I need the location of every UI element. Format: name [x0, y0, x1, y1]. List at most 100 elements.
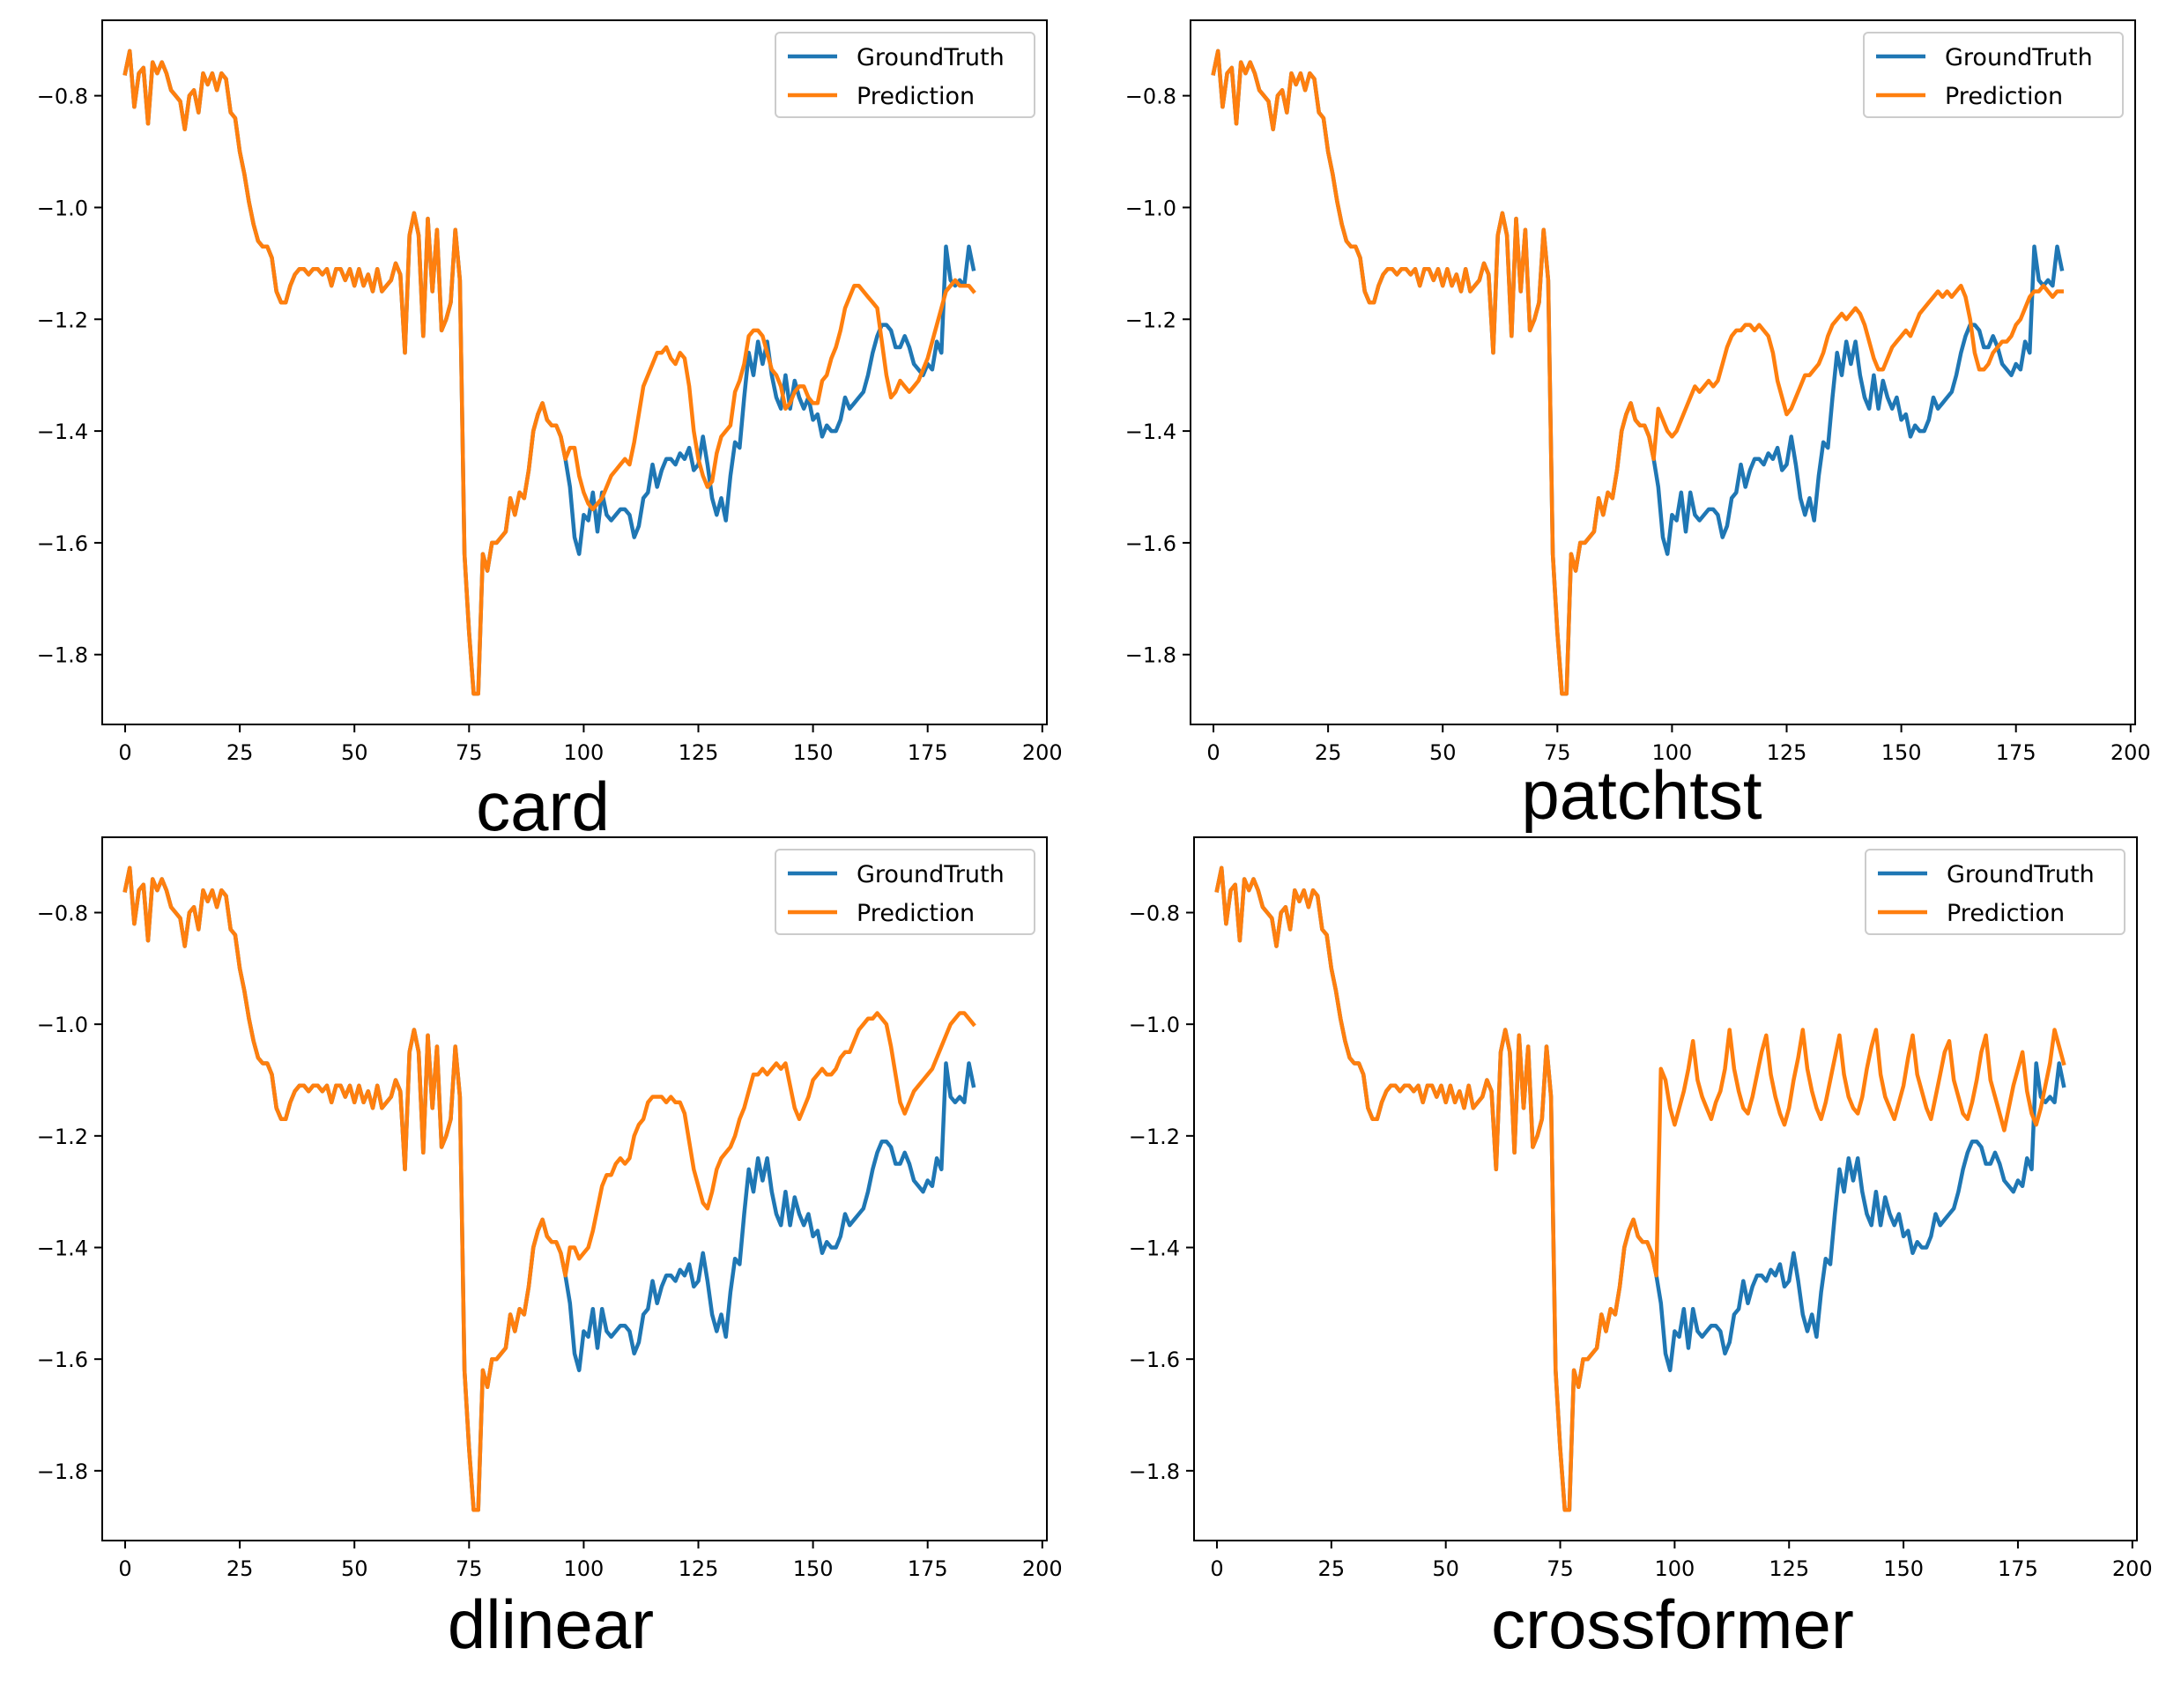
x-tick-label: 175	[1996, 740, 2036, 765]
x-tick-label: 125	[679, 1556, 719, 1581]
y-tick-label: −0.8	[1129, 902, 1180, 926]
y-tick-label: −0.8	[37, 902, 88, 926]
x-tick-label: 175	[908, 1556, 948, 1581]
y-tick-label: −1.6	[1129, 1348, 1180, 1372]
legend: GroundTruth Prediction	[1865, 849, 2125, 935]
subplot-card: 0 25 50 75 100 125 150 175 200 −0.8 −1.0 −1.2 −1.4 −1…	[37, 19, 1063, 845]
x-tick-label: 125	[1769, 1556, 1809, 1581]
y-tick-label: −1.8	[37, 1459, 88, 1484]
y-tick-label: −1.2	[1125, 308, 1176, 332]
x-tick-label: 25	[226, 740, 254, 765]
legend-entry-groundtruth-label: GroundTruth	[1945, 44, 2093, 71]
y-tick-label: −1.6	[37, 1348, 88, 1372]
x-tick-label: 150	[793, 1556, 834, 1581]
series-line-prediction	[122, 865, 976, 1512]
x-tick-label: 25	[1315, 740, 1342, 765]
series-line-prediction	[122, 48, 976, 696]
y-tick-label: −1.4	[1125, 420, 1176, 444]
x-tick-label: 175	[908, 740, 948, 765]
axes-frame	[1190, 19, 2136, 725]
x-tick-label: 125	[679, 740, 719, 765]
legend-box	[1863, 32, 2124, 118]
plot-area	[1191, 20, 2135, 724]
y-tick-label: −1.4	[1129, 1236, 1180, 1261]
x-tick-label: 150	[1883, 1556, 1924, 1581]
x-tick-label: 200	[1022, 1556, 1063, 1581]
x-tick-label: 75	[456, 1556, 483, 1581]
x-tick-label: 200	[2112, 1556, 2153, 1581]
y-tick-label: −0.8	[1125, 85, 1176, 109]
legend-entry-groundtruth-label: GroundTruth	[1947, 861, 2095, 888]
legend-entry-prediction-label: Prediction	[857, 83, 975, 110]
x-tick-label: 50	[341, 740, 368, 765]
y-tick-label: −1.8	[1125, 643, 1176, 668]
x-tick-label: 0	[1210, 1556, 1223, 1581]
x-tick-label: 50	[1432, 1556, 1459, 1581]
x-tick-label: 100	[564, 740, 605, 765]
y-tick-label: −1.0	[37, 196, 88, 220]
plot-area	[1194, 837, 2137, 1541]
x-tick-label: 25	[226, 1556, 254, 1581]
legend-entry-groundtruth-label: GroundTruth	[857, 861, 1005, 888]
y-tick-label: −1.8	[1129, 1459, 1180, 1484]
legend: GroundTruth Prediction	[775, 32, 1035, 118]
x-tick-label: 50	[341, 1556, 368, 1581]
legend-entry-prediction-label: Prediction	[1945, 83, 2063, 110]
y-tick-label: −1.6	[1125, 531, 1176, 556]
axes: 0 25 50 75 100 125 150 175 200 −0.8 −1.0 −1.2 −1.4 −1…	[37, 836, 1063, 1581]
subplot-patchtst: 0 25 50 75 100 125 150 175 200 −0.8 −1.0 −1.2 −1.4 −1…	[1125, 19, 2151, 834]
y-tick-label: −1.0	[1125, 196, 1176, 220]
y-tick-label: −1.8	[37, 643, 88, 668]
legend: GroundTruth Prediction	[1863, 32, 2124, 118]
x-tick-label: 0	[118, 1556, 131, 1581]
y-tick-label: −0.8	[37, 85, 88, 109]
plot-background	[102, 20, 1047, 724]
plot-background	[102, 837, 1047, 1541]
series-lines	[1211, 48, 2065, 696]
x-tick-label: 75	[1544, 740, 1571, 765]
x-tick-label: 100	[564, 1556, 605, 1581]
series-lines	[122, 865, 976, 1512]
x-tick-label: 200	[1022, 740, 1063, 765]
x-tick-label: 0	[1206, 740, 1220, 765]
plot-background	[1194, 837, 2137, 1541]
x-tick-label: 50	[1429, 740, 1457, 765]
y-tick-label: −1.6	[37, 531, 88, 556]
axes: 0 25 50 75 100 125 150 175 200 −0.8 −1.0 −1.2 −1.4 −1…	[37, 19, 1063, 765]
x-tick-label: 150	[1881, 740, 1922, 765]
legend: GroundTruth Prediction	[775, 849, 1035, 935]
subplot-title: crossformer	[1491, 1585, 1854, 1663]
x-tick-label: 200	[2111, 740, 2151, 765]
y-tick-label: −1.4	[37, 1236, 88, 1261]
x-tick-label: 100	[1654, 1556, 1695, 1581]
subplot-crossformer: 0 25 50 75 100 125 150 175 200 −0.8 −1.0 −1.2 −1.4 −1…	[1129, 836, 2153, 1663]
legend-entry-groundtruth-label: GroundTruth	[857, 44, 1005, 71]
axes-frame	[101, 19, 1048, 725]
subplot-title: dlinear	[448, 1585, 654, 1663]
axes: 0 25 50 75 100 125 150 175 200 −0.8 −1.0 −1.2 −1.4 −1…	[1129, 836, 2153, 1581]
series-line-prediction	[1214, 865, 2066, 1512]
series-line-prediction	[1211, 48, 2064, 696]
legend-box	[775, 32, 1035, 118]
x-tick-label: 0	[118, 740, 131, 765]
plot-area	[102, 837, 1047, 1541]
x-tick-label: 150	[793, 740, 834, 765]
legend-entry-prediction-label: Prediction	[857, 900, 975, 927]
subplot-dlinear: 0 25 50 75 100 125 150 175 200 −0.8 −1.0 −1.2 −1.4 −1…	[37, 836, 1063, 1663]
x-tick-label: 75	[1547, 1556, 1574, 1581]
y-tick-label: −1.4	[37, 420, 88, 444]
x-tick-label: 175	[1998, 1556, 2038, 1581]
y-tick-label: −1.2	[37, 308, 88, 332]
plot-background	[1191, 20, 2135, 724]
x-tick-label: 75	[456, 740, 483, 765]
y-tick-label: −1.0	[37, 1013, 88, 1037]
x-tick-label: 100	[1652, 740, 1693, 765]
series-lines	[122, 48, 976, 696]
x-tick-label: 125	[1767, 740, 1807, 765]
series-lines	[1214, 865, 2066, 1512]
subplot-title: patchtst	[1521, 756, 1762, 834]
y-tick-label: −1.2	[37, 1125, 88, 1149]
legend-box	[1865, 849, 2125, 935]
legend-entry-prediction-label: Prediction	[1947, 900, 2065, 927]
